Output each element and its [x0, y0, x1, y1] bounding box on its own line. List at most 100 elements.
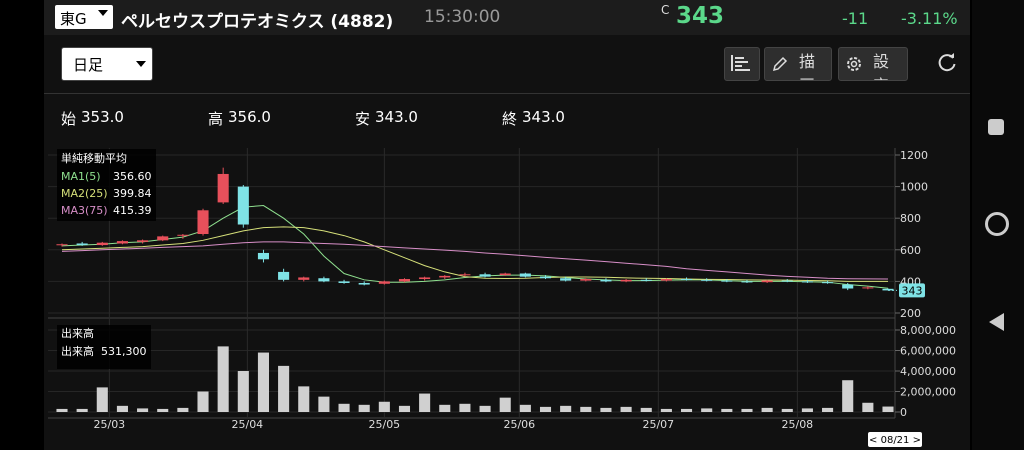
- cursor-box: [868, 432, 922, 447]
- x-tick-label: 25/08: [781, 418, 813, 431]
- recents-button[interactable]: [988, 119, 1004, 135]
- volume-bar: [539, 406, 552, 412]
- candle-body: [419, 277, 431, 280]
- ohlc-value: 343.0: [375, 108, 418, 126]
- candle-body: [580, 279, 592, 281]
- candle-body: [177, 234, 189, 236]
- volume-bar: [801, 408, 813, 412]
- candle-body: [862, 287, 874, 289]
- volume-bar: [398, 405, 411, 412]
- volume-bar: [640, 407, 652, 412]
- volume-title: 出来高: [61, 326, 94, 340]
- candle-body: [358, 282, 370, 285]
- indicator-button[interactable]: [724, 47, 760, 81]
- refresh-button[interactable]: [936, 52, 958, 74]
- volume-bar: [721, 408, 733, 412]
- candle-body: [499, 273, 511, 276]
- candle-body: [660, 279, 672, 281]
- volume-bar: [620, 406, 632, 412]
- volume-tick-label: 2,000,000: [900, 386, 956, 399]
- dropdown-arrow: [136, 61, 146, 67]
- volume-tick-label: 4,000,000: [900, 365, 956, 378]
- legend-name: MA2(25): [61, 187, 108, 200]
- volume-bar: [217, 346, 229, 412]
- candle-body: [822, 282, 834, 284]
- cursor-label: < 08/21 >: [869, 435, 921, 446]
- candle-body: [620, 279, 632, 282]
- candle-body: [801, 281, 813, 283]
- volume-bar: [761, 407, 773, 412]
- legend-value: 415.39: [113, 204, 152, 217]
- draw-button[interactable]: 描画: [764, 47, 832, 81]
- volume-bar: [862, 402, 874, 412]
- legend-title: 単純移動平均: [61, 151, 127, 165]
- candle-body: [398, 279, 411, 282]
- volume-bar: [842, 380, 854, 412]
- chart: 2004006008001000120002,000,0004,000,0006…: [48, 148, 956, 447]
- candle-body: [479, 274, 491, 277]
- y-tick-label: 1000: [900, 181, 928, 194]
- ohlc-value: 343.0: [522, 108, 565, 126]
- volume-bar: [76, 408, 88, 412]
- volume-bar: [439, 404, 451, 412]
- candle-body: [701, 279, 713, 281]
- volume-bar: [459, 403, 471, 412]
- volume-bar: [116, 405, 128, 412]
- volume-bar: [781, 408, 793, 412]
- x-tick-label: 25/07: [642, 418, 674, 431]
- ohlc-label: 安: [355, 110, 371, 128]
- candle-body: [318, 278, 330, 282]
- top-bar: [44, 0, 970, 35]
- candle-body: [378, 281, 390, 284]
- candle-body: [680, 279, 693, 281]
- volume-bar: [600, 407, 612, 412]
- ohlc-label: 始: [61, 110, 77, 128]
- ohlc-value: 353.0: [81, 108, 124, 126]
- volume-bar: [358, 404, 370, 412]
- candle-body: [217, 173, 229, 203]
- candle-body: [56, 244, 68, 246]
- market: 東G: [60, 10, 87, 28]
- candle-body: [600, 279, 612, 282]
- candle-body: [338, 281, 350, 283]
- legend-value: 399.84: [113, 187, 152, 200]
- candle-body: [298, 277, 310, 280]
- volume-bar: [701, 408, 713, 412]
- candle-body: [539, 276, 552, 279]
- change: -11: [842, 9, 869, 28]
- volume-tick-label: 6,000,000: [900, 345, 956, 358]
- ma-line: [61, 241, 889, 280]
- back-button[interactable]: [989, 313, 1004, 331]
- candle-body: [459, 274, 471, 276]
- y-tick-label: 200: [900, 307, 921, 320]
- candle-body: [137, 240, 149, 242]
- legend-name: MA1(5): [61, 170, 101, 183]
- volume-bar: [680, 408, 693, 412]
- candle-body: [96, 242, 108, 246]
- volume-bar: [278, 365, 290, 412]
- change-pct: -3.11%: [901, 9, 958, 28]
- pencil-icon: [772, 56, 788, 72]
- legend-value: 356.60: [113, 170, 152, 183]
- price-flag: C: [661, 3, 670, 17]
- volume-bar: [560, 405, 572, 412]
- candle-body: [116, 241, 128, 244]
- stock-title: ペルセウスプロテオミクス (4882): [121, 12, 394, 32]
- gear-icon: [847, 57, 861, 71]
- time: 15:30:00: [424, 7, 501, 27]
- volume-bar: [197, 391, 209, 412]
- candle-body: [237, 186, 249, 225]
- home-button[interactable]: [985, 212, 1009, 236]
- volume-value: 531,300: [101, 345, 147, 358]
- y-tick-label: 1200: [900, 149, 928, 162]
- candle-body: [761, 280, 773, 283]
- candle-body: [741, 281, 753, 283]
- divider: [44, 93, 970, 94]
- volume-bar: [177, 407, 189, 412]
- candle-body: [76, 243, 88, 246]
- candle-body: [519, 273, 531, 277]
- market-select[interactable]: [55, 5, 113, 29]
- settings-button[interactable]: 設定: [838, 47, 908, 81]
- candle-body: [842, 284, 854, 289]
- volume-bar: [580, 406, 592, 412]
